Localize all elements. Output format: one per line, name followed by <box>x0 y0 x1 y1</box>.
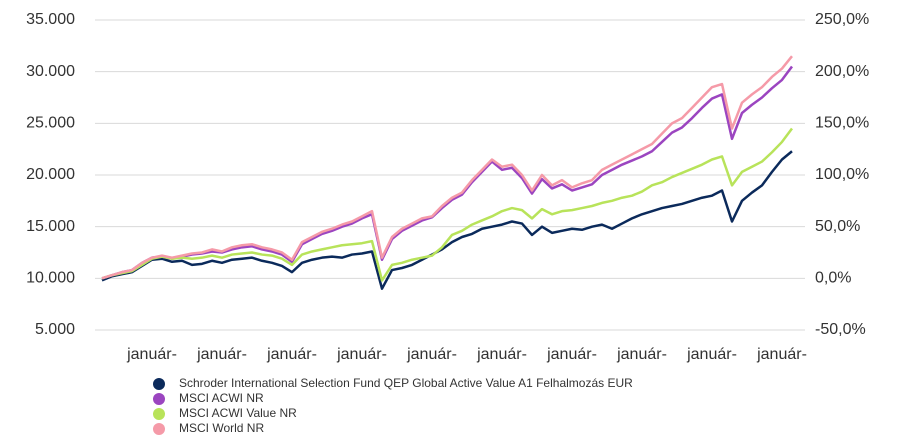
legend-marker <box>153 378 165 390</box>
y2-tick-label: -50,0% <box>815 321 866 338</box>
y-tick-label: 15.000 <box>26 218 75 235</box>
y-tick-label: 25.000 <box>26 115 75 132</box>
y-tick-label: 10.000 <box>26 270 75 287</box>
series-line <box>101 150 793 290</box>
y-tick-label: 35.000 <box>26 11 75 28</box>
legend-label: MSCI ACWI Value NR <box>179 406 297 420</box>
y2-tick-label: 200,0% <box>815 63 869 80</box>
x-tick-label: január- <box>336 346 387 363</box>
x-tick-label: január- <box>616 346 667 363</box>
x-tick-label: január- <box>756 346 807 363</box>
y2-tick-label: 0,0% <box>815 270 851 287</box>
series-line <box>101 127 794 282</box>
legend-label: MSCI World NR <box>179 421 264 435</box>
legend-label: Schroder International Selection Fund QE… <box>179 376 633 390</box>
y2-tick-label: 250,0% <box>815 11 869 28</box>
x-tick-label: január- <box>126 346 177 363</box>
x-tick-label: január- <box>196 346 247 363</box>
series-line <box>101 55 793 280</box>
y2-tick-label: 100,0% <box>815 166 869 183</box>
x-tick-label: január- <box>406 346 457 363</box>
x-tick-label: január- <box>476 346 527 363</box>
y-tick-label: 20.000 <box>26 166 75 183</box>
legend-marker <box>153 408 165 420</box>
legend-marker <box>153 423 165 435</box>
x-tick-label: január- <box>266 346 317 363</box>
x-tick-label: január- <box>686 346 737 363</box>
y-tick-label: 5.000 <box>35 321 75 338</box>
legend-marker <box>153 393 165 405</box>
y2-tick-label: 150,0% <box>815 115 869 132</box>
y-tick-label: 30.000 <box>26 63 75 80</box>
series-line <box>101 65 794 280</box>
legend-label: MSCI ACWI NR <box>179 391 264 405</box>
x-tick-label: január- <box>546 346 597 363</box>
y2-tick-label: 50,0% <box>815 218 860 235</box>
